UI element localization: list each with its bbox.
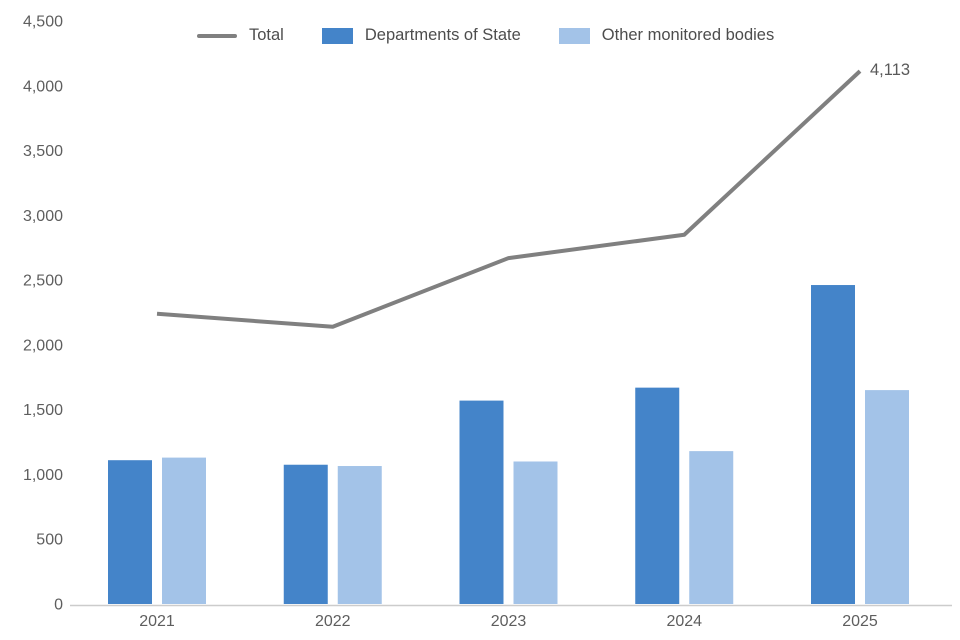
bar-departments-of-state-2025 bbox=[811, 285, 855, 604]
bar-departments-of-state-2022 bbox=[283, 464, 328, 604]
legend-item-departments: Departments of State bbox=[321, 26, 521, 45]
chart-legend: Total Departments of State Other monitor… bbox=[197, 26, 774, 45]
x-tick-label: 2024 bbox=[666, 613, 702, 630]
bar-other-monitored-bodies-2024 bbox=[689, 451, 734, 604]
y-tick-label: 0 bbox=[54, 597, 63, 614]
x-tick-label: 2023 bbox=[491, 613, 527, 630]
total-line bbox=[156, 69, 862, 329]
x-tick-label: 2025 bbox=[842, 613, 878, 630]
bar-departments-of-state-2021 bbox=[108, 460, 152, 604]
other-bodies-swatch-icon bbox=[558, 27, 590, 44]
legend-label-departments: Departments of State bbox=[364, 26, 521, 44]
bar-other-monitored-bodies-2023 bbox=[513, 461, 558, 604]
bar-departments-of-state-2023 bbox=[459, 400, 504, 604]
total-line-swatch-icon bbox=[197, 33, 237, 38]
x-tick-label: 2022 bbox=[315, 613, 351, 630]
y-tick-label: 500 bbox=[36, 532, 63, 549]
y-tick-label: 4,000 bbox=[23, 78, 63, 95]
bar-departments-of-state-2024 bbox=[635, 387, 680, 604]
bar-other-monitored-bodies-2025 bbox=[865, 390, 909, 604]
y-tick-label: 2,000 bbox=[23, 337, 63, 354]
bar-other-monitored-bodies-2022 bbox=[337, 466, 382, 604]
y-tick-label: 4,500 bbox=[23, 14, 63, 31]
legend-label-total: Total bbox=[249, 26, 284, 44]
y-tick-label: 1,500 bbox=[23, 402, 63, 419]
y-tick-label: 3,000 bbox=[23, 208, 63, 225]
x-tick-label: 2021 bbox=[139, 613, 175, 630]
y-tick-label: 2,500 bbox=[23, 273, 63, 290]
y-tick-label: 3,500 bbox=[23, 143, 63, 160]
y-tick-label: 1,000 bbox=[23, 467, 63, 484]
legend-item-other-bodies: Other monitored bodies bbox=[558, 26, 775, 45]
departments-swatch-icon bbox=[321, 27, 353, 44]
legend-label-other-bodies: Other monitored bodies bbox=[601, 26, 775, 44]
bar-other-monitored-bodies-2021 bbox=[162, 457, 206, 604]
legend-item-total: Total bbox=[197, 26, 284, 45]
total-end-value-label: 4,113 bbox=[870, 61, 910, 79]
